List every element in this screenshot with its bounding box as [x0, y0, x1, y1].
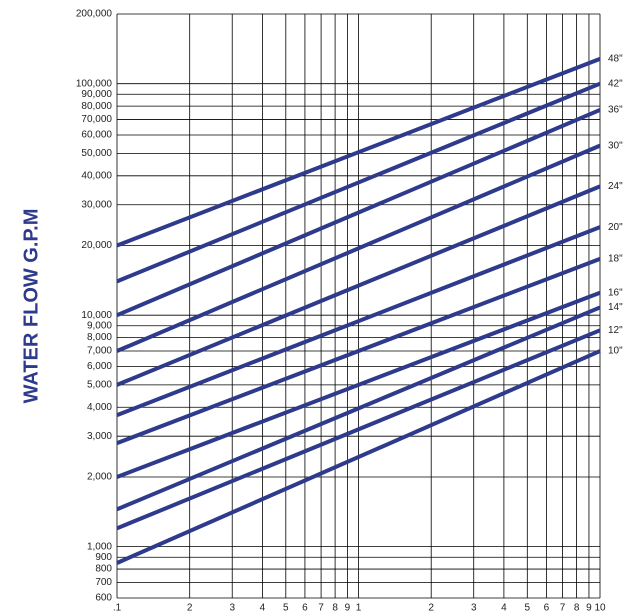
y-tick-label: 70,000: [81, 114, 112, 125]
y-tick-label: 800: [95, 564, 112, 575]
y-tick-label: 3,000: [87, 431, 112, 442]
x-tick-label: 3: [229, 603, 235, 614]
x-tick-label: 8: [574, 603, 580, 614]
series-label: 18": [608, 254, 623, 265]
y-tick-label: 20,000: [81, 240, 112, 251]
series-line: [116, 290, 601, 479]
y-tick-label: 80,000: [81, 101, 112, 112]
series-label: 30": [608, 140, 623, 151]
y-axis-label: WATER FLOW G.P.M: [20, 209, 42, 404]
y-tick-label: 7,000: [87, 346, 112, 357]
series-label: 36": [608, 105, 623, 116]
series-label: 14": [608, 302, 623, 313]
y-tick-label: 30,000: [81, 199, 112, 210]
x-tick-label: 5: [525, 603, 531, 614]
x-tick-label: 7: [318, 603, 324, 614]
series-line: [116, 257, 601, 446]
x-tick-label: 6: [544, 603, 550, 614]
x-tick-label: 8: [332, 603, 338, 614]
x-tick-label: 2: [428, 603, 434, 614]
series-line: [116, 108, 601, 318]
y-tick-label: 50,000: [81, 148, 112, 159]
x-tick-label: 4: [501, 603, 507, 614]
y-tick-label: 4,000: [87, 402, 112, 413]
x-tick-label: 9: [345, 603, 351, 614]
series-label: 24": [608, 181, 623, 192]
series-line: [116, 57, 601, 248]
x-tick-label: 3: [471, 603, 477, 614]
series-label: 16": [608, 287, 623, 298]
y-tick-label: 60,000: [81, 130, 112, 141]
series-line: [116, 328, 601, 531]
y-tick-label: 40,000: [81, 170, 112, 181]
y-tick-label: 10,000: [81, 310, 112, 321]
x-tick-label: .1: [113, 603, 122, 614]
y-tick-label: 2,000: [87, 472, 112, 483]
series-label: 20": [608, 222, 623, 233]
x-tick-label: 10: [594, 603, 606, 614]
series-label: 10": [608, 346, 623, 357]
x-tick-label: 2: [187, 603, 193, 614]
x-tick-label: 7: [560, 603, 566, 614]
y-tick-label: 600: [95, 593, 112, 604]
series-line: [116, 143, 601, 353]
x-tick-label: 4: [260, 603, 266, 614]
y-tick-label: 1,000: [87, 541, 112, 552]
y-tick-label: 200,000: [76, 9, 113, 20]
y-tick-label: 8,000: [87, 332, 112, 343]
y-tick-label: 700: [95, 577, 112, 588]
series-line: [116, 225, 601, 417]
series-line: [116, 349, 601, 565]
y-tick-label: 900: [95, 552, 112, 563]
y-tick-label: 6,000: [87, 361, 112, 372]
series-line: [116, 81, 601, 284]
y-tick-label: 9,000: [87, 320, 112, 331]
y-tick-label: 5,000: [87, 379, 112, 390]
y-tick-label: 90,000: [81, 89, 112, 100]
series-label: 48": [608, 54, 623, 65]
x-tick-label: 9: [586, 603, 592, 614]
series-label: 42": [608, 78, 623, 89]
x-tick-label: 1: [356, 603, 362, 614]
x-tick-label: 6: [302, 603, 308, 614]
series-line: [116, 184, 601, 387]
x-tick-label: 5: [283, 603, 289, 614]
series-label: 12": [608, 325, 623, 336]
series-line: [116, 305, 601, 512]
y-tick-label: 100,000: [76, 78, 113, 89]
